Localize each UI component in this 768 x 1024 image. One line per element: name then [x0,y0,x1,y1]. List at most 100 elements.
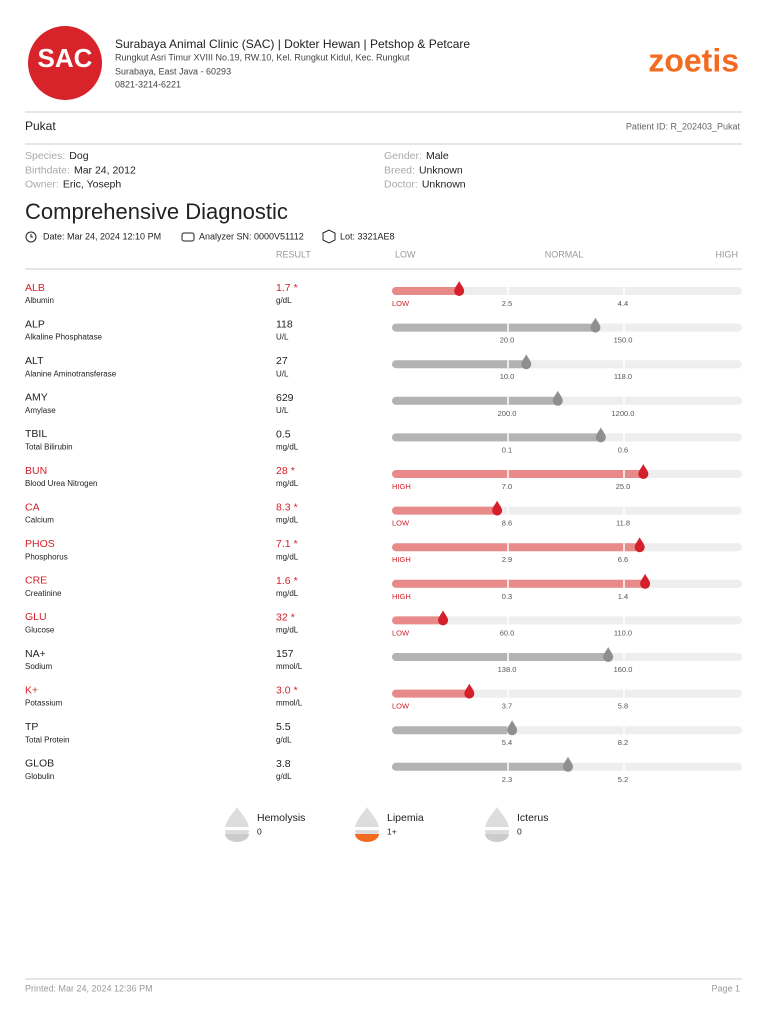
test-code: PHOS [25,538,55,550]
test-name: Calcium [25,516,54,525]
result: 28 * [276,465,295,477]
result: 8.3 * [276,501,298,513]
result: 5.5 [276,721,291,733]
result-marker [603,647,614,663]
unit: g/dL [276,735,292,744]
ref-high: 1.4 [618,592,628,601]
ref-low: 2.5 [502,299,512,308]
result-value: 3.8 [276,758,291,770]
ref-low: 200.0 [498,409,517,418]
page-number: Page 1 [711,983,740,993]
phone: 0821-3214-6221 [115,79,181,89]
field-value: Unknown [419,164,463,176]
patient-name: Pukat [25,119,56,133]
ref-high: 150.0 [614,336,633,345]
range-fill [392,616,444,625]
result-value: 0.5 [276,428,291,440]
result-marker [454,281,465,296]
column-header: NORMAL [545,249,584,259]
range-bar [392,287,742,295]
status: HIGH [392,555,411,564]
test-code: AMY [25,392,48,404]
field-value: Dog [69,150,88,162]
field-label: Species: [25,150,65,162]
range-bar [392,616,742,625]
index-icon [225,807,249,840]
unit: U/L [276,333,289,342]
test-code: CRE [25,575,47,587]
test-code: CA [25,501,40,513]
range-fill [392,470,644,478]
result: 1.7 * [276,282,298,294]
range-fill [392,543,640,552]
test-name: Amylase [25,406,56,415]
result-value: 7.1 [276,538,291,550]
field-value: Mar 24, 2012 [74,164,136,176]
ref-high: 1200.0 [612,409,635,418]
status: LOW [392,299,410,308]
ref-high: 0.6 [618,445,628,454]
range-fill [392,762,568,771]
ref-high: 25.0 [616,482,631,491]
field-label: Breed: [384,164,415,176]
range-bar [392,689,742,698]
status: HIGH [392,592,411,601]
flag-mark: * [294,501,298,513]
ref-low: 0.1 [502,445,512,454]
field-value: Unknown [422,178,466,190]
index-value: 0 [517,826,522,836]
result: 3.0 * [276,684,298,696]
report-date: Date: Mar 24, 2024 12:10 PM [43,231,161,241]
clock-icon [25,231,37,243]
result-value: 3.0 [276,684,291,696]
status: HIGH [392,482,411,491]
test-name: Alkaline Phosphatase [25,333,102,342]
unit: U/L [276,406,289,415]
test-code: GLOB [25,758,54,770]
field-value: Male [426,150,449,162]
range-fill [392,689,470,698]
unit: g/dL [276,772,292,781]
ref-high: 160.0 [614,665,633,674]
test-name: Albumin [25,296,54,305]
analyzer-icon [181,232,195,242]
unit: U/L [276,369,289,378]
column-header: LOW [395,249,416,259]
ref-low: 0.3 [502,592,512,601]
patient-field: Owner: Eric, Yoseph [25,178,121,190]
clock-icon [30,234,33,238]
test-name: Total Bilirubin [25,443,73,452]
result: 0.5 [276,428,291,440]
field-label: Gender: [384,150,422,162]
ref-high: 4.4 [618,299,628,308]
flag-mark: * [294,538,298,550]
result-value: 157 [276,648,294,660]
result-marker [492,500,503,516]
lot: Lot: 3321AE8 [340,231,395,241]
index-icon [485,807,509,840]
result: 3.8 [276,758,291,770]
result-value: 32 [276,611,288,623]
field-label: Birthdate: [25,164,70,176]
unit: mg/dL [276,516,299,525]
index-level [355,834,379,842]
flag-mark: * [291,465,295,477]
range-fill [392,506,498,515]
unit: mmol/L [276,662,303,671]
field-label: Doctor: [384,178,418,190]
unit: mmol/L [276,699,303,708]
ref-high: 8.2 [618,738,628,747]
unit: g/dL [276,296,292,305]
flag-mark: * [294,684,298,696]
test-name: Potassium [25,699,63,708]
ref-low: 7.0 [502,482,512,491]
ref-low: 20.0 [500,336,515,345]
result: 1.6 * [276,575,298,587]
ref-high: 5.8 [618,702,628,711]
range-fill [392,579,646,588]
address: Surabaya, East Java - 60293 [115,66,231,76]
result-marker [638,464,649,479]
range-fill [392,433,601,442]
result-value: 1.7 [276,282,291,294]
test-code: BUN [25,465,47,477]
